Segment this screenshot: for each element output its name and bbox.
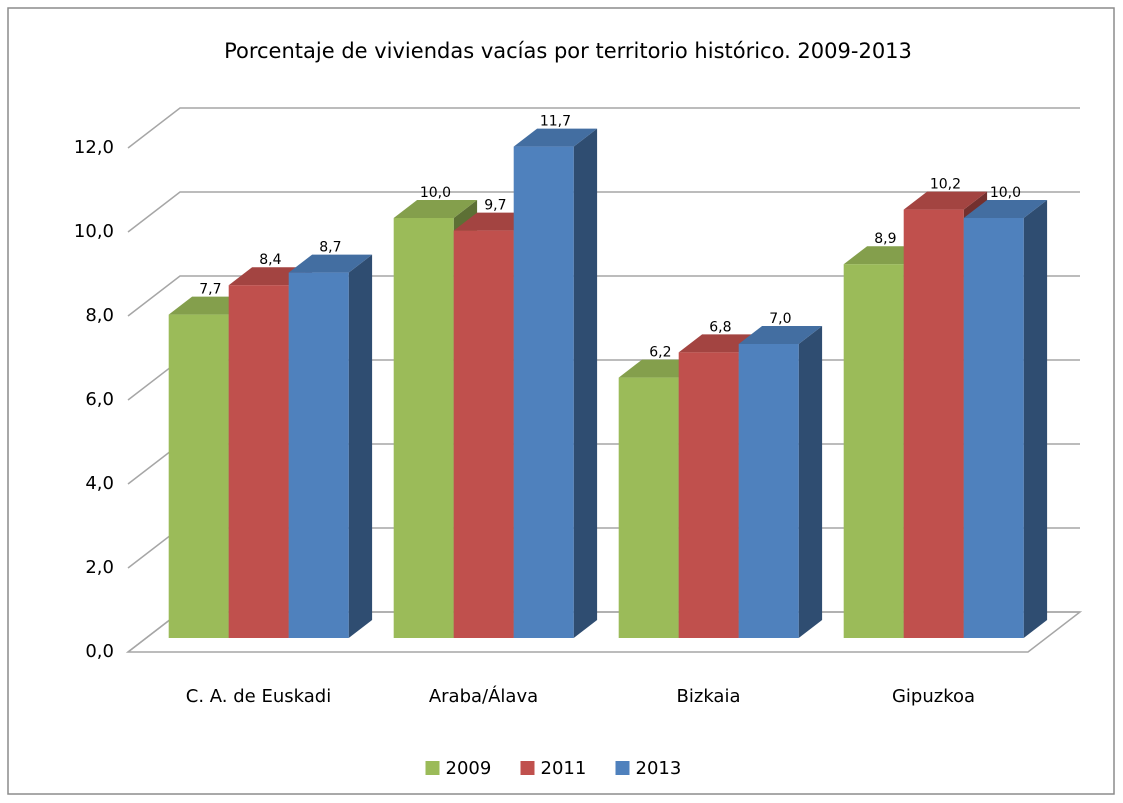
legend-label: 2011 — [541, 758, 587, 779]
grid-line — [127, 275, 1080, 317]
x-tick-label: Bizkaia — [677, 686, 741, 707]
value-label: 11,7 — [540, 114, 571, 130]
bar-top — [903, 191, 988, 210]
legend-swatch — [520, 761, 535, 775]
bar-side — [348, 254, 373, 638]
value-label: 10,0 — [990, 185, 1021, 201]
bar-top — [393, 200, 478, 218]
value-label: 7,0 — [769, 311, 791, 327]
value-label: 8,4 — [259, 252, 281, 268]
bar-side — [1023, 200, 1048, 638]
value-label: 6,2 — [649, 345, 671, 361]
bar-top — [288, 254, 373, 273]
x-tick-label: C. A. de Euskadi — [186, 686, 331, 707]
bar — [963, 218, 1024, 638]
grid-line — [127, 107, 1080, 149]
legend-swatch — [615, 761, 630, 775]
bar — [618, 377, 679, 638]
bar — [453, 230, 514, 638]
bar-side — [573, 128, 598, 638]
value-label: 9,7 — [484, 198, 506, 214]
bar-side — [798, 326, 823, 638]
bar — [228, 285, 289, 638]
y-tick-label: 0,0 — [85, 641, 114, 662]
bar — [678, 352, 739, 638]
y-tick-label: 12,0 — [74, 137, 114, 158]
bar — [903, 209, 964, 638]
bar-top — [963, 200, 1048, 218]
value-label: 10,0 — [420, 185, 451, 201]
value-label: 6,8 — [709, 319, 731, 335]
bar — [168, 314, 229, 638]
value-label: 10,2 — [930, 177, 961, 193]
value-label: 8,7 — [319, 240, 341, 256]
legend-label: 2009 — [446, 758, 492, 779]
legend-label: 2013 — [636, 758, 682, 779]
bar — [513, 146, 574, 638]
y-tick-label: 2,0 — [85, 557, 114, 578]
y-tick-label: 4,0 — [85, 473, 114, 494]
value-label: 7,7 — [199, 282, 221, 298]
bar — [288, 272, 349, 638]
grid-line — [127, 191, 1080, 233]
y-tick-label: 6,0 — [85, 389, 114, 410]
bar — [843, 264, 904, 638]
y-tick-label: 10,0 — [74, 221, 114, 242]
bar-top — [513, 128, 598, 147]
bar — [738, 344, 799, 638]
value-label: 8,9 — [874, 231, 896, 247]
x-tick-label: Gipuzkoa — [892, 686, 975, 707]
y-tick-label: 8,0 — [85, 305, 114, 326]
bar-top — [738, 326, 823, 344]
legend-swatch — [425, 761, 440, 775]
bar — [393, 218, 454, 638]
x-tick-label: Araba/Álava — [429, 685, 538, 707]
chart-title: Porcentaje de viviendas vacías por terri… — [224, 39, 912, 63]
